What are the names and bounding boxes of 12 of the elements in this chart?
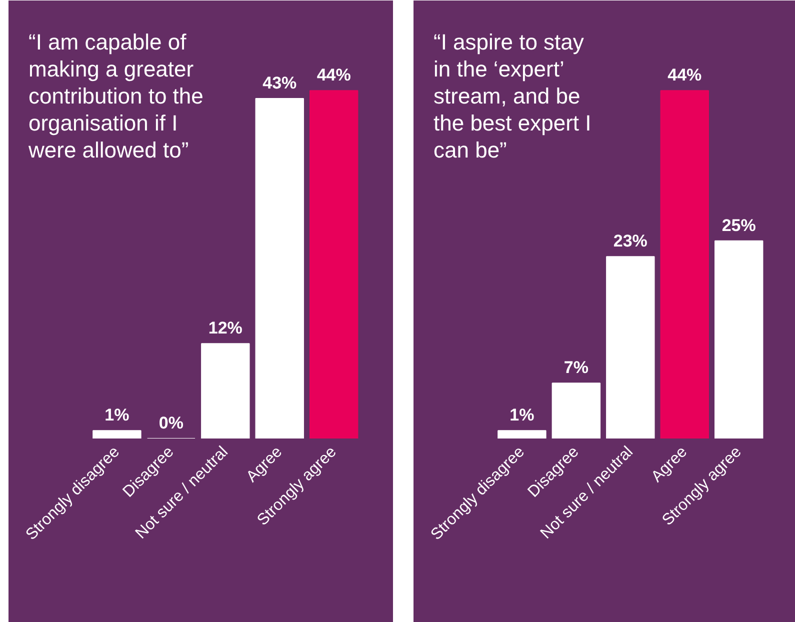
data-label: 23% bbox=[613, 232, 648, 251]
data-label: 0% bbox=[158, 414, 184, 432]
data-label: 7% bbox=[564, 358, 588, 378]
data-label: 1% bbox=[510, 406, 534, 425]
data-label: 44% bbox=[668, 66, 702, 85]
data-label: 44% bbox=[316, 66, 351, 85]
data-label: 25% bbox=[722, 216, 756, 235]
data-label: 43% bbox=[262, 74, 297, 93]
chart-title: “I am capable of making a greater contribution to the organisation if I were allowed to” bbox=[28, 30, 204, 162]
data-label: 12% bbox=[208, 318, 242, 338]
data-label: 1% bbox=[104, 406, 130, 425]
chart-title: “I aspire to stay in the ‘expert’ stream, and be the best expert I can be” bbox=[434, 30, 592, 162]
